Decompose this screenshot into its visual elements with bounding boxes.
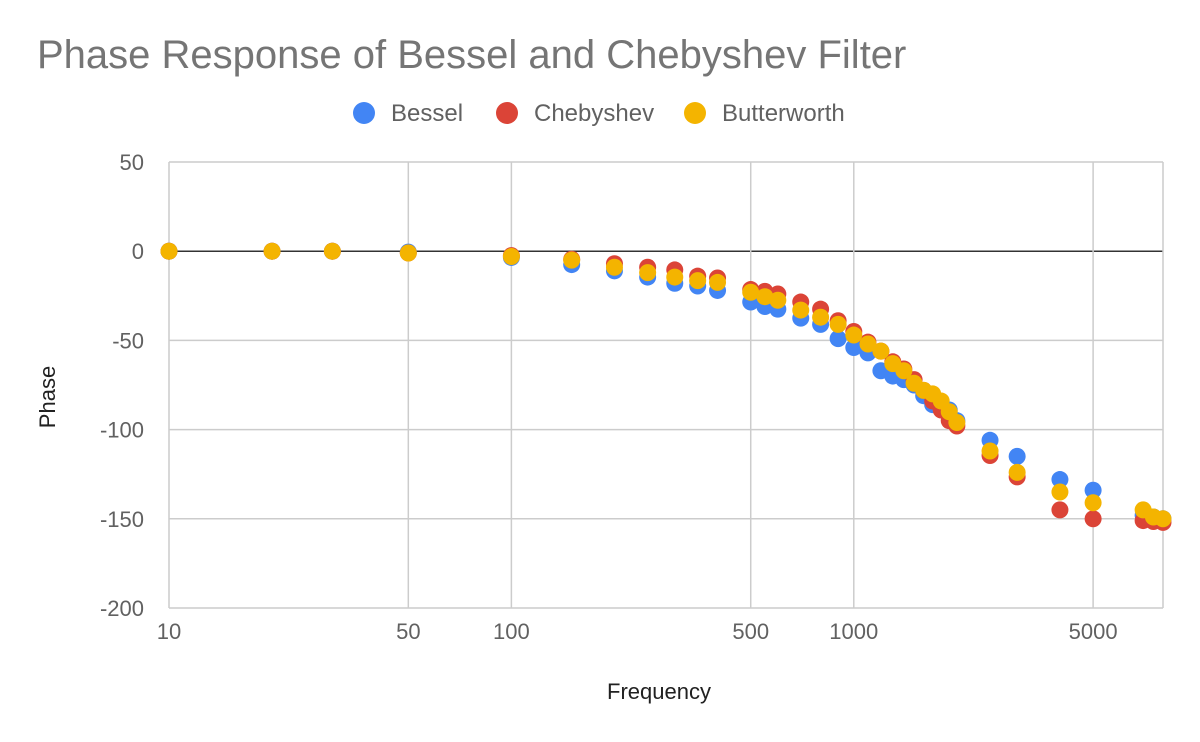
data-points bbox=[160, 242, 1172, 531]
point-butterworth bbox=[812, 308, 830, 326]
point-butterworth bbox=[792, 301, 810, 319]
point-butterworth bbox=[666, 268, 684, 286]
point-chebyshev bbox=[1051, 501, 1069, 519]
grid-lines bbox=[168, 161, 1164, 609]
point-butterworth bbox=[845, 326, 863, 344]
point-butterworth bbox=[859, 335, 877, 353]
x-tick-label: 100 bbox=[493, 619, 530, 644]
x-axis-label: Frequency bbox=[607, 679, 711, 704]
point-butterworth bbox=[1008, 463, 1026, 481]
point-bessel bbox=[1084, 481, 1102, 499]
y-tick-label: -150 bbox=[100, 507, 144, 532]
x-tick-label: 1000 bbox=[829, 619, 878, 644]
x-tick-label: 10 bbox=[157, 619, 181, 644]
point-butterworth bbox=[1154, 510, 1172, 528]
series-butterworth bbox=[160, 242, 1172, 528]
point-bessel bbox=[845, 339, 863, 357]
point-butterworth bbox=[829, 315, 847, 333]
point-butterworth bbox=[160, 242, 178, 260]
point-butterworth bbox=[563, 251, 581, 269]
x-axis-ticks: 10 50 100 500 1000 5000 bbox=[157, 619, 1118, 644]
y-tick-label: -200 bbox=[100, 596, 144, 621]
y-tick-label: 50 bbox=[120, 150, 144, 175]
series-chebyshev bbox=[160, 242, 1172, 531]
x-tick-label: 500 bbox=[732, 619, 769, 644]
legend-label-bessel: Bessel bbox=[391, 100, 463, 127]
point-butterworth bbox=[605, 258, 623, 276]
y-axis-label: Phase bbox=[35, 366, 60, 428]
y-tick-label: 0 bbox=[132, 239, 144, 264]
legend-label-chebyshev: Chebyshev bbox=[534, 100, 654, 127]
x-tick-label: 50 bbox=[396, 619, 420, 644]
point-butterworth bbox=[323, 242, 341, 260]
legend-marker-butterworth bbox=[684, 102, 706, 124]
legend-marker-bessel bbox=[353, 102, 375, 124]
point-butterworth bbox=[895, 362, 913, 380]
point-butterworth bbox=[1084, 494, 1102, 512]
chart-title: Phase Response of Bessel and Chebyshev F… bbox=[37, 33, 906, 77]
point-butterworth bbox=[742, 283, 760, 301]
point-bessel bbox=[1051, 471, 1069, 489]
y-axis-ticks: 50 0 -50 -100 -150 -200 bbox=[100, 150, 144, 621]
point-butterworth bbox=[948, 413, 966, 431]
point-butterworth bbox=[756, 288, 774, 306]
x-tick-label: 5000 bbox=[1069, 619, 1118, 644]
legend-label-butterworth: Butterworth bbox=[722, 100, 845, 127]
point-chebyshev bbox=[1084, 510, 1102, 528]
point-butterworth bbox=[1051, 483, 1069, 501]
point-butterworth bbox=[872, 342, 890, 360]
point-butterworth bbox=[769, 291, 787, 309]
y-tick-label: -100 bbox=[100, 418, 144, 443]
point-butterworth bbox=[399, 244, 417, 262]
point-bessel bbox=[829, 330, 847, 348]
point-butterworth bbox=[689, 272, 707, 290]
point-bessel bbox=[1008, 447, 1026, 465]
point-butterworth bbox=[263, 242, 281, 260]
point-butterworth bbox=[709, 273, 727, 291]
point-butterworth bbox=[639, 264, 657, 282]
point-butterworth bbox=[502, 248, 520, 266]
y-tick-label: -50 bbox=[112, 328, 144, 353]
legend: Bessel Chebyshev Butterworth bbox=[353, 100, 845, 127]
legend-marker-chebyshev bbox=[496, 102, 518, 124]
point-butterworth bbox=[981, 442, 999, 460]
